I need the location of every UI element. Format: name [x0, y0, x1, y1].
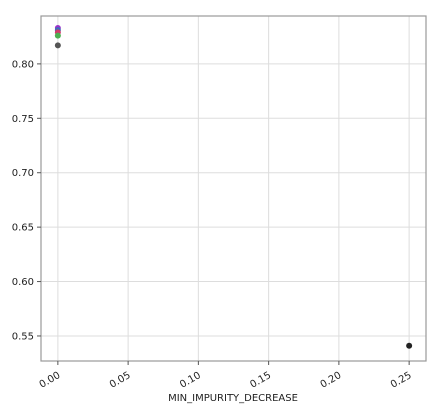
x-tick-label: 0.00 [38, 370, 63, 391]
plot-background [41, 16, 426, 361]
x-tick-label: 0.20 [319, 370, 344, 391]
y-tick-label: 0.65 [12, 223, 34, 234]
y-tick-label: 0.80 [12, 59, 34, 70]
plot-frame [40, 15, 427, 362]
scatter-point [54, 32, 61, 39]
x-tick-label: 0.25 [389, 370, 414, 391]
y-tick-label: 0.70 [12, 168, 34, 179]
x-tick-label: 0.10 [178, 370, 203, 391]
y-axis-ticks: 0.55 0.60 0.65 0.70 0.75 0.80 [12, 59, 41, 342]
scatter-point [54, 42, 61, 49]
scatter-point [406, 342, 413, 349]
y-tick-label: 0.60 [12, 277, 34, 288]
data-points [54, 24, 413, 349]
y-tick-label: 0.75 [12, 114, 34, 125]
x-tick-label: 0.05 [108, 370, 133, 391]
x-axis-ticks: 0.00 0.05 0.10 0.15 0.20 0.25 [38, 361, 414, 391]
x-axis-title: MIN_IMPURITY_DECREASE [168, 393, 298, 404]
x-tick-label: 0.15 [248, 370, 273, 391]
grid-lines [41, 16, 426, 361]
y-tick-label: 0.55 [12, 331, 34, 342]
